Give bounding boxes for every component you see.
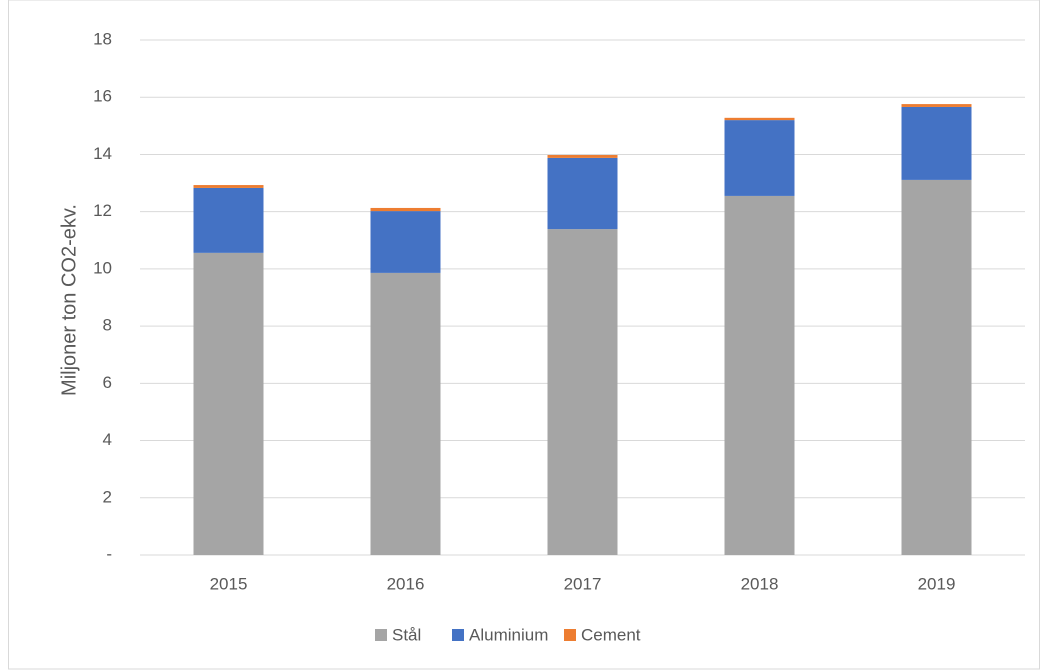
legend-label: Cement <box>581 625 641 644</box>
bar-segment <box>901 106 972 180</box>
x-tick-label: 2015 <box>210 574 248 593</box>
y-tick-label: 8 <box>103 316 112 335</box>
bar-segment <box>370 207 441 212</box>
bar-segment <box>370 272 441 555</box>
bar-segment <box>901 179 972 556</box>
y-tick-label: 18 <box>93 29 112 48</box>
legend-swatch <box>452 629 464 641</box>
bar-segment <box>370 211 441 273</box>
bar-segment <box>193 187 264 253</box>
legend-swatch <box>375 629 387 641</box>
y-tick-label: 10 <box>93 258 112 277</box>
y-tick-label: 16 <box>93 87 112 106</box>
bar-segment <box>724 120 795 196</box>
bar-segment <box>193 185 264 188</box>
legend-label: Stål <box>392 625 421 644</box>
bar-segment <box>547 229 618 555</box>
y-tick-label: 12 <box>93 201 112 220</box>
bar-segment <box>547 157 618 230</box>
bar-segment <box>724 117 795 121</box>
y-tick-label: 4 <box>103 430 112 449</box>
x-tick-label: 2016 <box>387 574 425 593</box>
bar-segment <box>547 155 618 158</box>
chart-frame <box>8 0 1040 670</box>
bar-segment <box>724 195 795 556</box>
y-tick-label: - <box>106 544 112 563</box>
legend-swatch <box>564 629 576 641</box>
y-tick-label: 2 <box>103 487 112 506</box>
bar-segment <box>901 104 972 107</box>
x-tick-label: 2017 <box>564 574 602 593</box>
legend-label: Aluminium <box>469 625 548 644</box>
x-tick-label: 2019 <box>918 574 956 593</box>
y-axis-label: Miljoner ton CO2-ekv. <box>58 204 80 396</box>
x-tick-label: 2018 <box>741 574 779 593</box>
y-tick-label: 6 <box>103 373 112 392</box>
y-tick-label: 14 <box>93 144 112 163</box>
bar-segment <box>193 252 264 555</box>
